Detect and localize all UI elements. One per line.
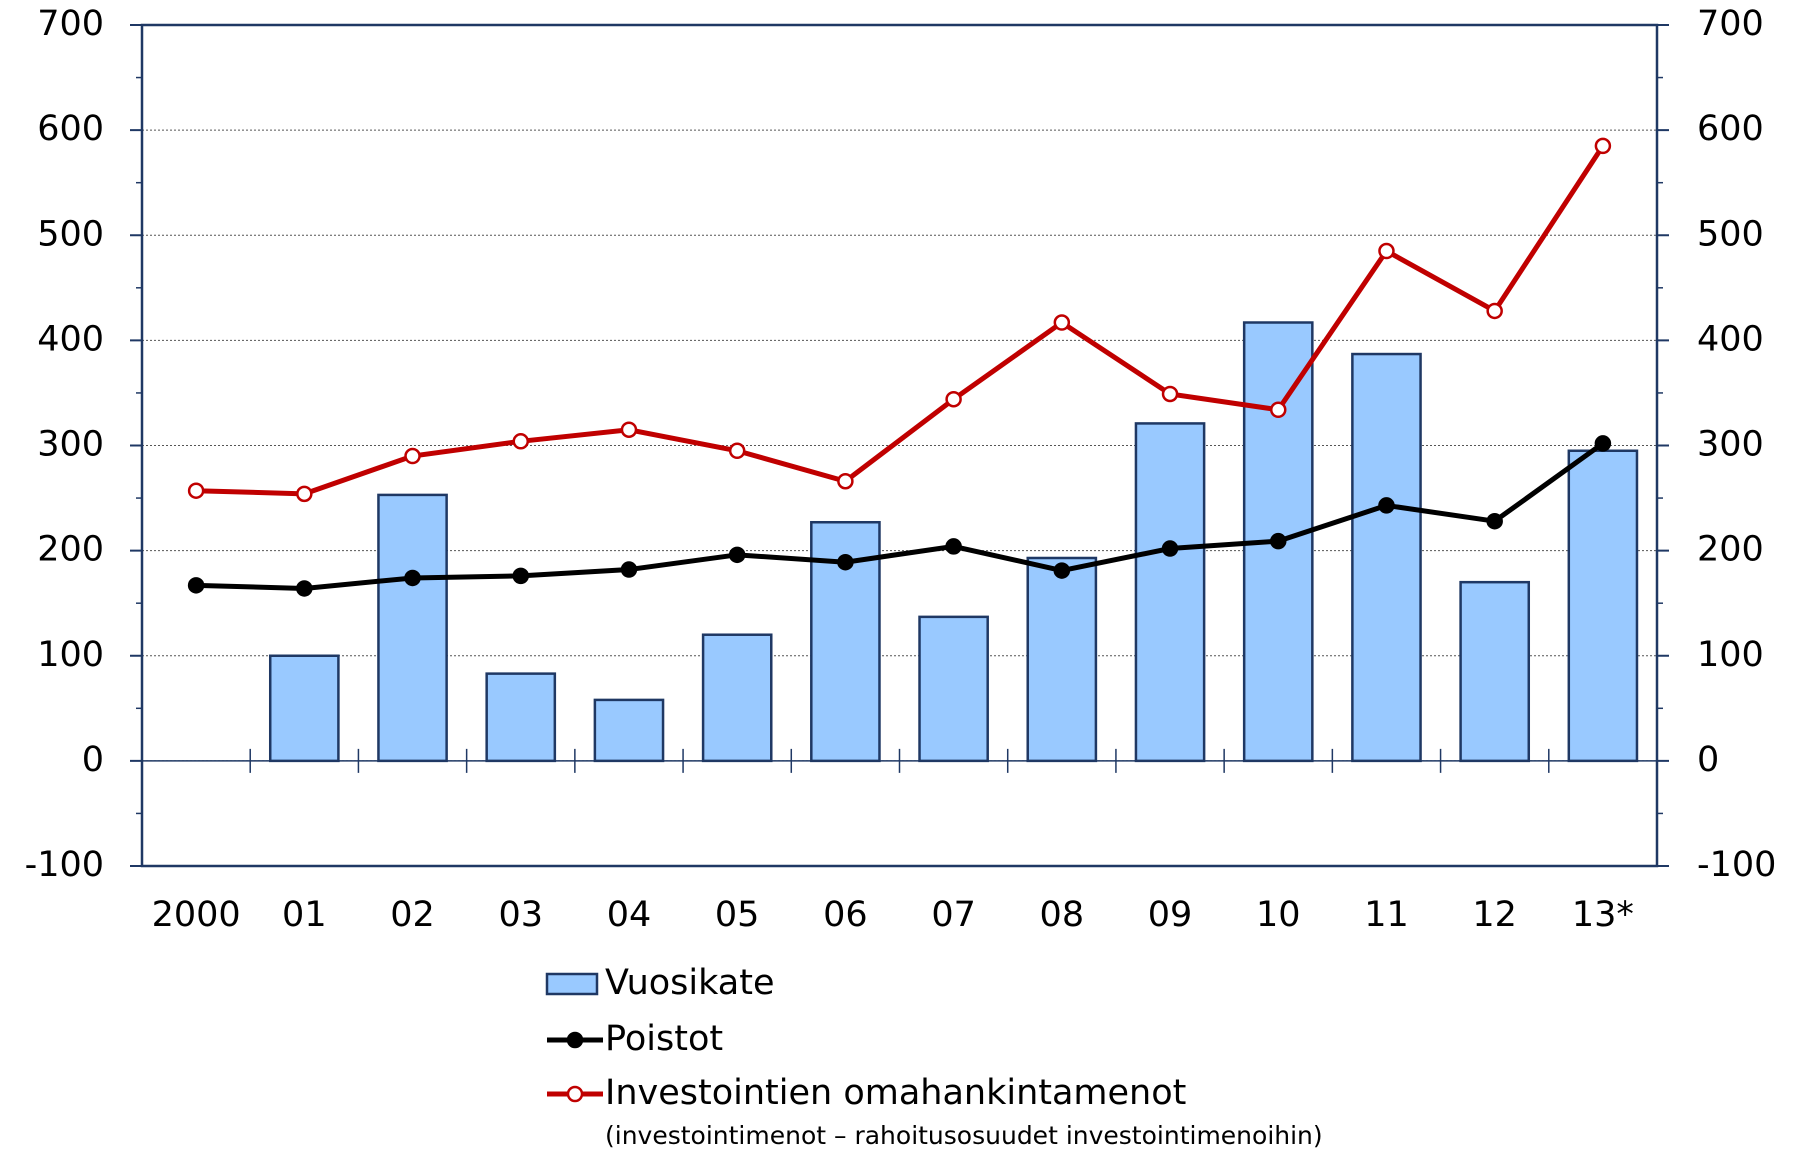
- marker: [187, 482, 205, 499]
- bar: [1351, 352, 1422, 763]
- x-tick-label: 02: [390, 895, 435, 935]
- marker: [1270, 532, 1287, 550]
- x-tick-label: 04: [607, 895, 652, 935]
- x-tick-label: 05: [715, 895, 760, 935]
- marker: [945, 538, 962, 555]
- marker: [512, 567, 529, 585]
- legend-label: Investointien omahankintamenot: [605, 1073, 1186, 1113]
- marker: [1161, 385, 1179, 403]
- y-tick-label: 200: [37, 530, 104, 570]
- marker: [1053, 562, 1071, 579]
- legend-swatch: [545, 972, 599, 996]
- bar: [268, 654, 340, 763]
- marker: [728, 442, 746, 460]
- y-tick-label: 100: [37, 635, 104, 675]
- y2-tick-label: 400: [1697, 319, 1764, 359]
- y2-tick-label: 100: [1697, 635, 1764, 675]
- x-tick-label: 10: [1256, 895, 1301, 935]
- marker: [404, 569, 421, 587]
- x-tick-label: 07: [931, 895, 976, 935]
- legend-label: Vuosikate: [605, 963, 774, 1003]
- y2-tick-label: 300: [1697, 425, 1764, 465]
- marker: [837, 553, 854, 571]
- marker: [945, 390, 962, 408]
- y2-tick-label: 600: [1697, 109, 1764, 149]
- marker: [837, 472, 854, 490]
- marker: [728, 546, 746, 564]
- marker: [187, 577, 205, 594]
- marker: [1486, 302, 1503, 320]
- y2-tick-label: 500: [1697, 214, 1764, 254]
- bar: [485, 672, 557, 763]
- x-tick-label: 03: [498, 895, 543, 935]
- y-tick-label: 0: [82, 740, 104, 780]
- marker: [1270, 401, 1287, 419]
- marker: [1161, 540, 1179, 557]
- y-tick-label: -100: [25, 845, 104, 885]
- marker: [1378, 242, 1395, 260]
- line: [196, 144, 1605, 497]
- y2-tick-label: 700: [1697, 4, 1764, 44]
- y2-tick-label: 200: [1697, 530, 1764, 570]
- marker: [404, 447, 421, 465]
- line: [196, 441, 1605, 591]
- x-tick-label: 12: [1472, 895, 1517, 935]
- marker: [620, 421, 638, 438]
- y2-tick-label: 0: [1697, 740, 1719, 780]
- bar: [1567, 449, 1639, 763]
- y2-tick-label: -100: [1697, 845, 1776, 885]
- y-tick-label: 700: [37, 4, 104, 44]
- bar: [701, 633, 773, 763]
- marker: [1594, 137, 1612, 155]
- marker: [296, 580, 313, 597]
- marker: [1594, 435, 1612, 452]
- y-tick-label: 600: [37, 109, 104, 149]
- x-tick-label: 08: [1040, 895, 1085, 935]
- x-tick-label: 2000: [152, 895, 241, 935]
- marker: [1378, 497, 1395, 514]
- x-tick-label: 06: [823, 895, 868, 935]
- legend-label: Poistot: [605, 1019, 723, 1059]
- y-tick-label: 500: [37, 214, 104, 254]
- marker: [512, 433, 529, 450]
- marker: [296, 485, 313, 503]
- bar: [1459, 580, 1531, 763]
- bar: [593, 698, 665, 763]
- marker: [1486, 512, 1503, 530]
- x-tick-label: 09: [1148, 895, 1193, 935]
- bar: [1134, 422, 1206, 763]
- legend-marker: [566, 1031, 584, 1049]
- marker: [1053, 314, 1071, 331]
- y-tick-label: 300: [37, 425, 104, 465]
- bar: [1026, 556, 1098, 763]
- x-tick-label: 11: [1364, 895, 1409, 935]
- plot-frame: [140, 23, 1659, 868]
- bar: [377, 493, 448, 763]
- y-tick-label: 400: [37, 319, 104, 359]
- bar: [918, 615, 989, 763]
- x-tick-label: 01: [282, 895, 327, 935]
- legend-note: (investointimenot – rahoitusosuudet inve…: [605, 1121, 1323, 1150]
- x-tick-label: 13*: [1572, 895, 1634, 935]
- legend-marker: [566, 1085, 584, 1103]
- marker: [620, 561, 638, 578]
